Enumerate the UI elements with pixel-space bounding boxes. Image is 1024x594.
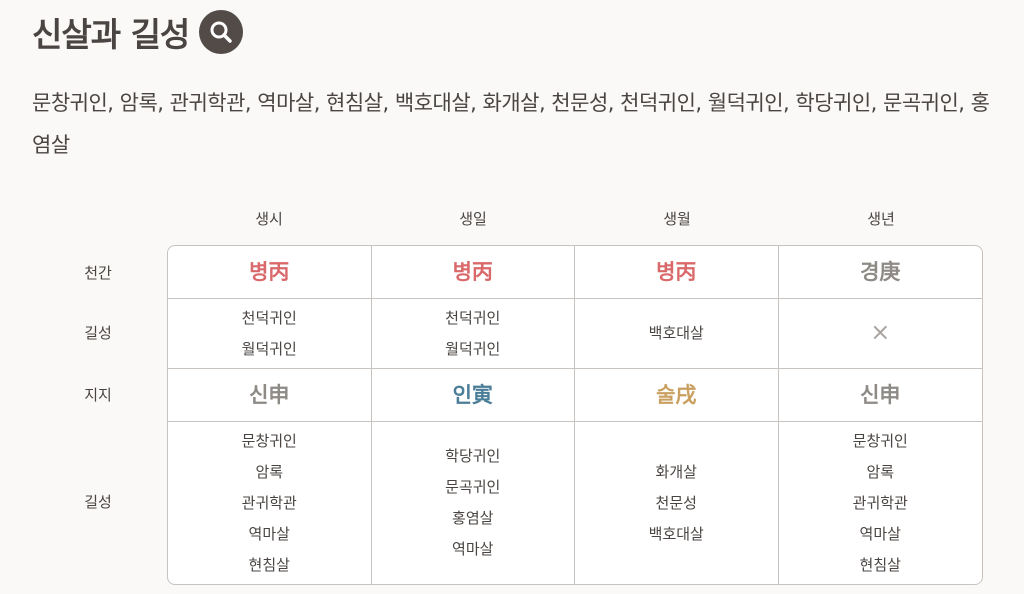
gilseong-item: 천덕귀인 bbox=[445, 308, 501, 327]
row-label-gilseong: 길성 bbox=[84, 324, 112, 342]
gilseong-item: 백호대살 bbox=[648, 524, 704, 543]
row-label-gilseong-2: 길성 bbox=[84, 493, 112, 511]
cheongan-cell: 병丙 bbox=[371, 246, 575, 299]
gilseong-item: 문창귀인 bbox=[241, 431, 297, 450]
gilseong-cell: 백호대살 bbox=[575, 299, 779, 369]
cheongan-cell-text: 병丙 bbox=[656, 259, 697, 284]
column-header: 생년 bbox=[867, 210, 895, 228]
gilseong-item: 문창귀인 bbox=[852, 431, 908, 450]
jiji-cell: 술戌 bbox=[575, 369, 779, 422]
gilseong-item: 역마살 bbox=[248, 524, 290, 543]
gilseong-item: 화개살 bbox=[655, 462, 697, 481]
jiji-cell: 신申 bbox=[168, 369, 372, 422]
cheongan-cell-text: 병丙 bbox=[452, 259, 493, 284]
page-title: 신살과 길성 bbox=[32, 15, 190, 54]
gilseong-item: 현침살 bbox=[859, 555, 901, 574]
gilseong-item: 월덕귀인 bbox=[241, 339, 297, 358]
jiji-cell-text: 신申 bbox=[860, 382, 901, 407]
column-header: 생시 bbox=[255, 210, 283, 228]
row-label-jiji: 지지 bbox=[84, 386, 112, 404]
gilseong-item: 홍염살 bbox=[452, 509, 494, 527]
column-header: 생일 bbox=[459, 210, 487, 228]
search-icon[interactable] bbox=[199, 10, 244, 54]
gilseong-cell: × bbox=[778, 299, 982, 369]
gilseong-item: 천문성 bbox=[655, 493, 697, 512]
gilseong-item: 천덕귀인 bbox=[241, 308, 297, 327]
jiji-cell-text: 신申 bbox=[249, 382, 290, 407]
cheongan-cell-text: 경庚 bbox=[860, 259, 901, 284]
gilseong-item: 현침살 bbox=[248, 555, 290, 574]
column-header: 생월 bbox=[663, 210, 691, 228]
gilseong-item: 역마살 bbox=[859, 524, 901, 543]
gilseong-item: 문곡귀인 bbox=[445, 478, 501, 496]
gilseong-item: 월덕귀인 bbox=[445, 339, 501, 358]
gilseong-item: 학당귀인 bbox=[445, 447, 501, 465]
gilseong-item: 암록 bbox=[866, 462, 895, 481]
summary-text: 문창귀인, 암록, 관귀학관, 역마살, 현침살, 백호대살, 화개살, 천문성… bbox=[32, 91, 990, 157]
gilseong-item: 백호대살 bbox=[648, 324, 704, 342]
saju-table: 병丙 병丙 병丙 경庚 천덕귀인 월덕귀인 천덕귀인 월덕귀인 백호대살 × 신申 인寅 술戌 신申 문창귀… bbox=[167, 245, 983, 585]
section-title: 신살과 길성 bbox=[32, 8, 244, 56]
gilseong-item: 역마살 bbox=[452, 540, 494, 558]
jiji-cell: 신申 bbox=[778, 369, 982, 422]
jiji-cell-text: 술戌 bbox=[656, 382, 697, 407]
cheongan-cell: 병丙 bbox=[575, 246, 779, 299]
gilseong-item: 관귀학관 bbox=[852, 493, 908, 512]
cheongan-cell-text: 병丙 bbox=[249, 259, 290, 284]
cheongan-cell: 병丙 bbox=[168, 246, 372, 299]
row-label-cheongan: 천간 bbox=[84, 264, 112, 282]
gilseong-item: 관귀학관 bbox=[241, 493, 297, 512]
empty-x-icon: × bbox=[870, 317, 891, 346]
jiji-cell-text: 인寅 bbox=[452, 382, 493, 407]
jiji-cell: 인寅 bbox=[371, 369, 575, 422]
gilseong-item: 암록 bbox=[255, 462, 284, 481]
cheongan-cell: 경庚 bbox=[778, 246, 982, 299]
